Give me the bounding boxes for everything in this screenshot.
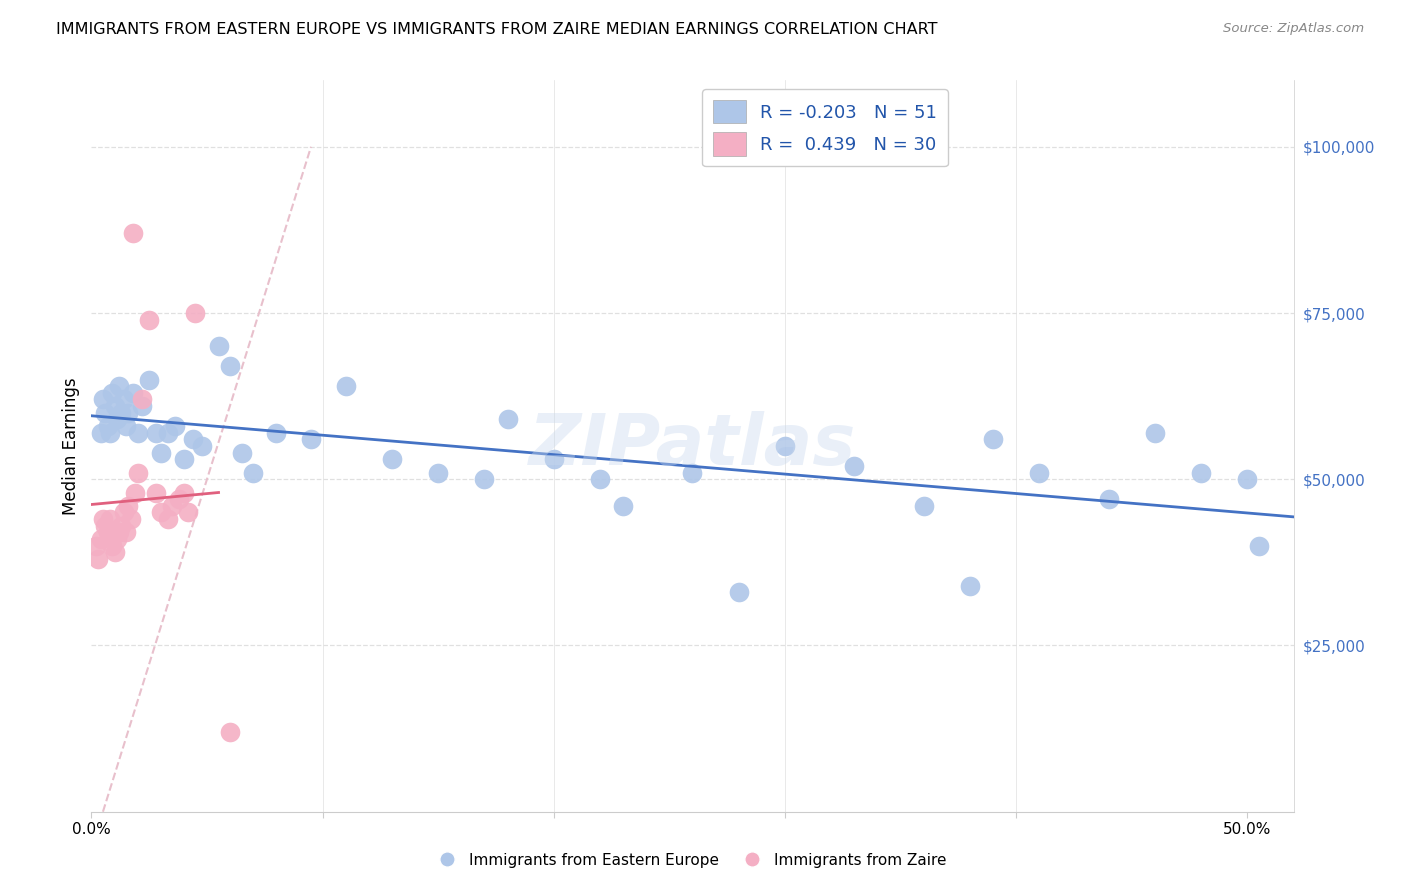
Point	[299, 433, 322, 447]
Point	[138, 372, 160, 386]
Y-axis label: Median Earnings: Median Earnings	[62, 377, 80, 515]
Point	[1143, 425, 1166, 440]
Point	[231, 445, 253, 459]
Point	[242, 466, 264, 480]
Point	[149, 506, 172, 520]
Point	[727, 585, 749, 599]
Point	[108, 379, 131, 393]
Point	[122, 385, 145, 400]
Point	[181, 433, 204, 447]
Point	[1028, 466, 1050, 480]
Point	[156, 512, 179, 526]
Point	[173, 452, 195, 467]
Point	[981, 433, 1004, 447]
Point	[105, 532, 128, 546]
Point	[124, 485, 146, 500]
Point	[115, 525, 138, 540]
Point	[219, 359, 242, 374]
Point	[138, 312, 160, 326]
Point	[103, 399, 125, 413]
Point	[103, 545, 125, 559]
Point	[117, 406, 139, 420]
Point	[163, 419, 186, 434]
Point	[219, 725, 242, 739]
Point	[589, 472, 612, 486]
Point	[162, 499, 184, 513]
Point	[167, 492, 190, 507]
Point	[97, 525, 120, 540]
Point	[912, 499, 935, 513]
Point	[496, 412, 519, 426]
Point	[94, 518, 117, 533]
Point	[207, 339, 229, 353]
Point	[98, 425, 121, 440]
Point	[110, 406, 132, 420]
Point	[959, 579, 981, 593]
Point	[184, 306, 207, 320]
Point	[1189, 466, 1212, 480]
Point	[97, 419, 120, 434]
Point	[108, 525, 131, 540]
Point	[90, 425, 112, 440]
Point	[117, 499, 139, 513]
Point	[112, 392, 135, 407]
Point	[1236, 472, 1258, 486]
Point	[474, 472, 496, 486]
Text: ZIPatlas: ZIPatlas	[529, 411, 856, 481]
Point	[91, 392, 114, 407]
Point	[131, 399, 153, 413]
Text: Source: ZipAtlas.com: Source: ZipAtlas.com	[1223, 22, 1364, 36]
Point	[173, 485, 195, 500]
Point	[191, 439, 214, 453]
Point	[612, 499, 634, 513]
Point	[122, 226, 145, 240]
Point	[110, 518, 132, 533]
Point	[98, 512, 121, 526]
Point	[87, 552, 110, 566]
Point	[94, 406, 117, 420]
Point	[120, 512, 142, 526]
Point	[101, 539, 124, 553]
Point	[127, 425, 149, 440]
Point	[543, 452, 565, 467]
Legend: R = -0.203   N = 51, R =  0.439   N = 30: R = -0.203 N = 51, R = 0.439 N = 30	[703, 89, 948, 167]
Point	[1247, 539, 1270, 553]
Point	[127, 466, 149, 480]
Point	[112, 506, 135, 520]
Point	[156, 425, 179, 440]
Point	[177, 506, 200, 520]
Point	[381, 452, 404, 467]
Point	[91, 512, 114, 526]
Point	[149, 445, 172, 459]
Point	[145, 485, 167, 500]
Point	[427, 466, 450, 480]
Point	[773, 439, 796, 453]
Point	[131, 392, 153, 407]
Point	[101, 385, 124, 400]
Point	[844, 458, 866, 473]
Point	[90, 532, 112, 546]
Point	[145, 425, 167, 440]
Point	[115, 419, 138, 434]
Point	[266, 425, 288, 440]
Point	[681, 466, 703, 480]
Point	[105, 412, 128, 426]
Text: IMMIGRANTS FROM EASTERN EUROPE VS IMMIGRANTS FROM ZAIRE MEDIAN EARNINGS CORRELAT: IMMIGRANTS FROM EASTERN EUROPE VS IMMIGR…	[56, 22, 938, 37]
Point	[1097, 492, 1119, 507]
Point	[335, 379, 357, 393]
Point	[84, 539, 107, 553]
Legend: Immigrants from Eastern Europe, Immigrants from Zaire: Immigrants from Eastern Europe, Immigran…	[426, 847, 952, 873]
